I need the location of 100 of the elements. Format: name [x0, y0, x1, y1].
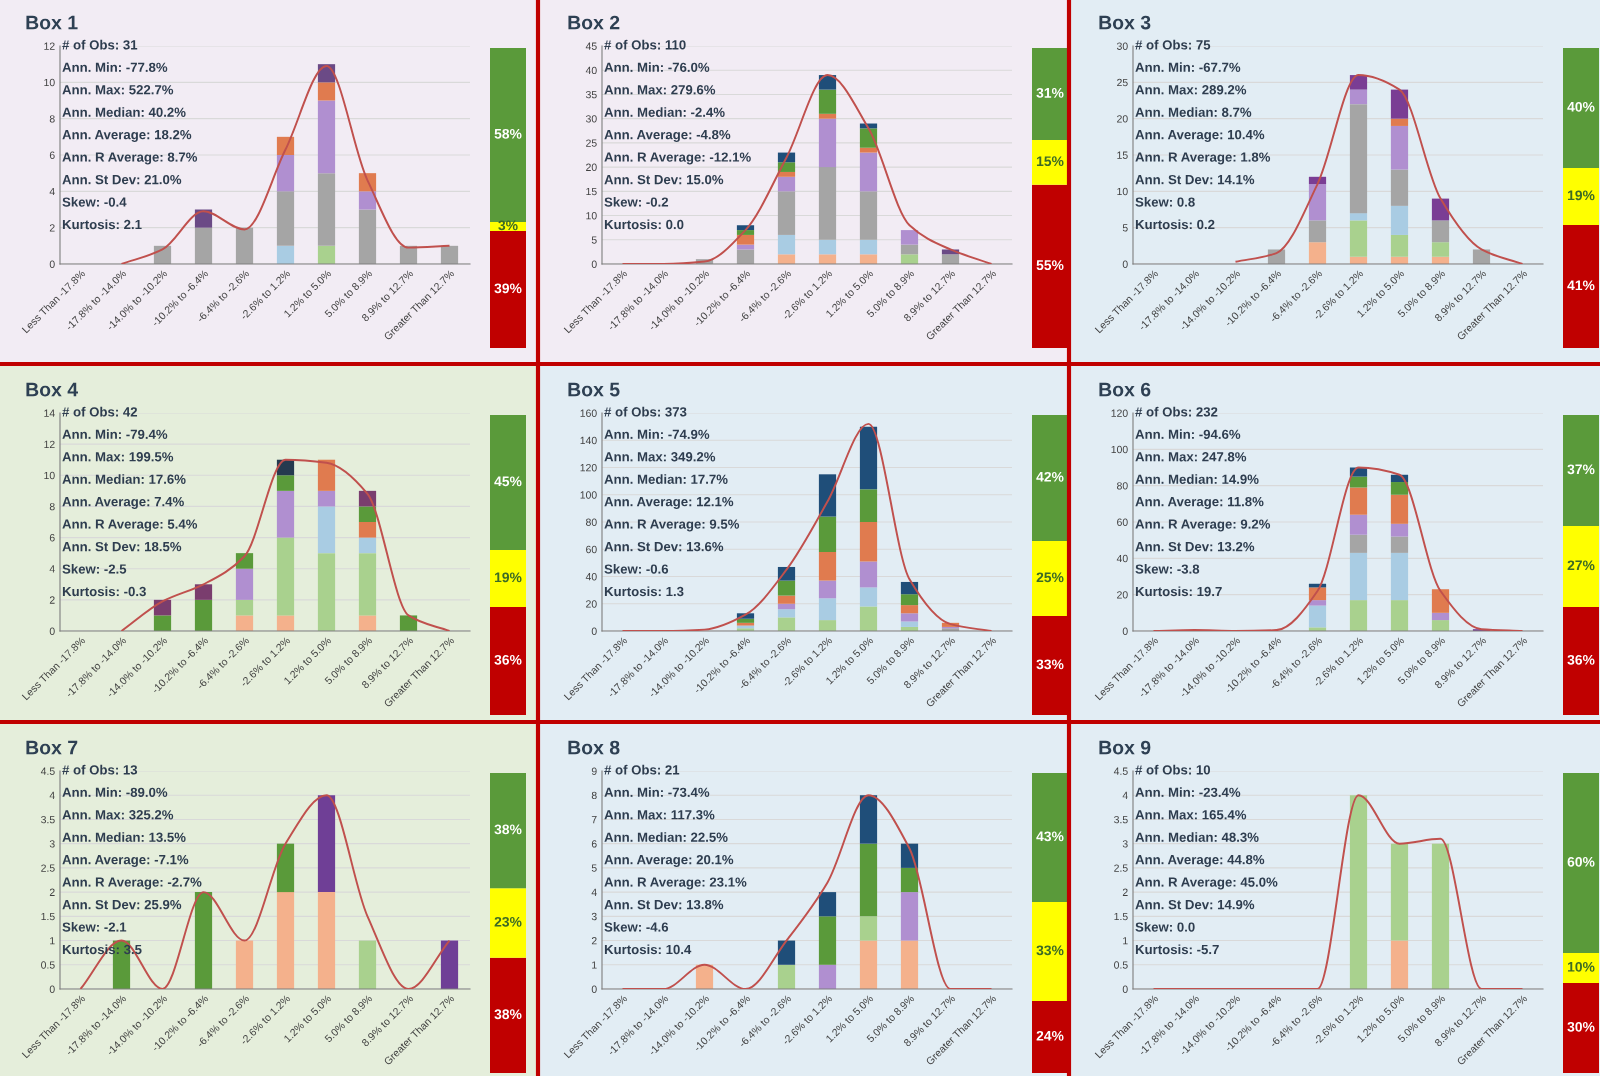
annotation: Kurtosis: 19.7 [1135, 586, 1222, 597]
y-tick-label: 2.5 [1114, 864, 1128, 872]
annotation: Ann. Average: 7.4% [62, 496, 184, 509]
bar [900, 613, 919, 622]
y-tick-label: 4 [591, 888, 597, 896]
annotation: Ann. Average: -7.1% [62, 854, 189, 867]
y-tick-label: 120 [580, 464, 597, 472]
bar [859, 426, 878, 490]
data-label: 58% [494, 128, 522, 139]
bar [1349, 534, 1368, 553]
y-tick-label: 10 [44, 78, 55, 87]
data-label: 40% [1567, 101, 1595, 112]
y-tick-label: 4.5 [1113, 767, 1128, 775]
bar [1390, 600, 1409, 631]
annotation: Ann. Max: 279.6% [604, 85, 716, 95]
bar [358, 553, 377, 616]
bar [1390, 482, 1409, 495]
bar [777, 234, 796, 255]
bar [1431, 843, 1450, 989]
annotation: Ann. Min: -73.4% [604, 787, 710, 798]
data-label: 42% [1036, 471, 1064, 482]
y-tick-label: 0 [591, 260, 597, 268]
bar [777, 964, 796, 989]
bar [194, 227, 213, 264]
y-tick-label: 5 [1122, 224, 1128, 232]
y-tick-label: 8 [49, 502, 55, 511]
bar [900, 892, 919, 941]
bar [900, 605, 919, 614]
y-tick-label: 2 [49, 888, 55, 896]
y-tick-label: 140 [580, 436, 597, 445]
bar [194, 892, 213, 989]
bar [317, 245, 336, 264]
y-tick-label: 0 [591, 627, 597, 635]
y-tick-label: 25 [586, 139, 597, 147]
annotation: # of Obs: 75 [1135, 39, 1211, 50]
bar [276, 892, 295, 989]
annotation: # of Obs: 232 [1135, 406, 1218, 417]
data-label: 45% [494, 476, 522, 487]
annotation: Ann. Average: 44.8% [1135, 854, 1265, 867]
data-label: 25% [1036, 572, 1064, 583]
y-tick-label: 30 [585, 115, 597, 123]
bar [900, 940, 919, 989]
bar [859, 152, 878, 192]
bar [777, 191, 796, 235]
annotation: Ann. Max: 289.2% [1135, 85, 1247, 95]
y-tick-label: 1.5 [41, 912, 55, 921]
y-tick-label: 1 [50, 937, 55, 945]
bar [859, 916, 878, 941]
y-tick-label: 0.5 [41, 961, 55, 969]
annotation: Ann. St Dev: 21.0% [62, 174, 182, 185]
bar [818, 916, 837, 965]
y-tick-label: 0 [49, 985, 55, 993]
bar [276, 843, 295, 893]
bar [818, 551, 837, 581]
bar [235, 568, 254, 600]
bar [818, 254, 837, 264]
y-tick-label: 40 [585, 66, 597, 75]
bar [1349, 220, 1368, 257]
bar [1349, 795, 1368, 989]
bar [194, 584, 213, 600]
bar [1308, 600, 1327, 606]
annotation: Ann. Min: -23.4% [1135, 787, 1241, 798]
bar [1390, 523, 1409, 537]
y-tick-label: 100 [1111, 445, 1128, 454]
y-tick-label: 6 [591, 840, 597, 848]
bar [777, 171, 796, 177]
annotation: Ann. Max: 165.4% [1135, 810, 1247, 820]
bar [1390, 940, 1409, 989]
y-tick-label: 5 [591, 864, 597, 872]
y-tick-label: 14 [44, 409, 55, 417]
annotation: Ann. Average: 20.1% [604, 854, 734, 867]
data-label: 43% [1036, 831, 1064, 842]
bar [900, 254, 919, 264]
y-tick-label: 0 [49, 260, 55, 268]
data-label: 10% [1567, 961, 1595, 972]
bar [1390, 843, 1409, 941]
annotation: Ann. Min: -76.0% [604, 62, 710, 72]
bar [358, 615, 377, 631]
y-tick-label: 12 [44, 42, 55, 50]
chart-title: Box 3 [1099, 15, 1151, 30]
data-label: 33% [1036, 659, 1064, 670]
bar [153, 615, 172, 631]
chart-title: Box 8 [568, 740, 620, 755]
bar [900, 621, 919, 627]
bar [1349, 104, 1368, 214]
bar [859, 489, 878, 522]
bar [1431, 589, 1450, 613]
bar [317, 553, 336, 631]
bar [859, 191, 878, 240]
annotation: Kurtosis: 10.4 [604, 944, 692, 955]
annotation: Ann. St Dev: 18.5% [62, 541, 182, 552]
annotation: Skew: 0.8 [1135, 197, 1195, 207]
annotation: # of Obs: 10 [1135, 764, 1211, 775]
data-label: 30% [1567, 1021, 1595, 1032]
bar [818, 964, 837, 989]
bar [818, 516, 837, 552]
annotation: Kurtosis: 0.0 [604, 219, 684, 230]
y-tick-label: 3 [1122, 840, 1128, 848]
chart-title: Box 7 [26, 740, 78, 755]
y-tick-label: 2 [49, 224, 55, 232]
